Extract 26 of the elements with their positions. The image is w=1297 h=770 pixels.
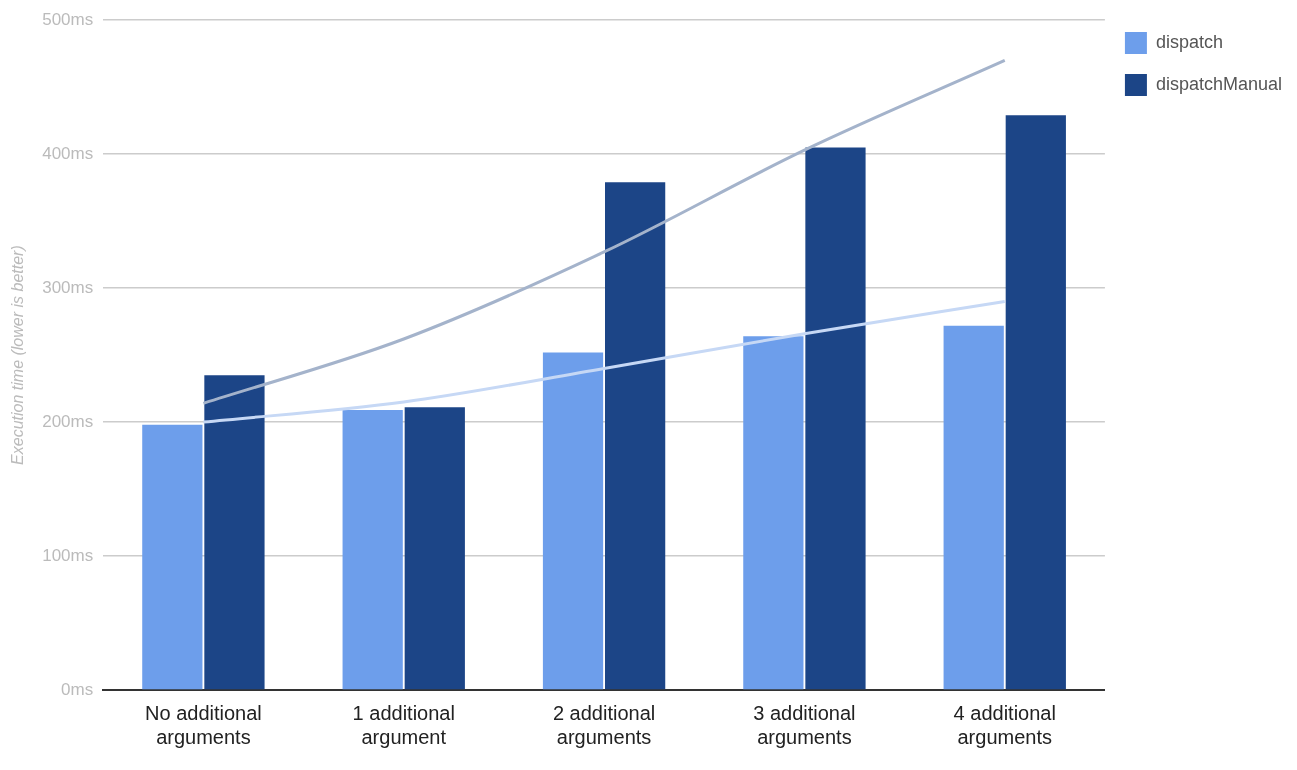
bar	[342, 410, 403, 690]
line-series	[201, 58, 1007, 405]
bar	[142, 424, 203, 690]
y-tick-label: 0ms	[61, 679, 94, 699]
bar	[743, 336, 804, 690]
legend-label: dispatch	[1155, 31, 1223, 52]
bar	[204, 375, 265, 690]
y-tick-label: 500ms	[42, 9, 94, 29]
bar	[805, 147, 866, 690]
x-tick-label: No additional arguments	[145, 701, 262, 748]
y-tick-label: 400ms	[42, 143, 94, 163]
x-tick-label: 1 additional argument	[352, 701, 455, 748]
y-tick-label: 200ms	[42, 411, 94, 431]
bar	[404, 407, 465, 690]
y-axis-title: Execution time (lower is better)	[9, 245, 27, 465]
bar	[542, 352, 604, 690]
bar	[605, 182, 666, 690]
x-tick-label: 3 additional arguments	[753, 701, 856, 748]
x-tick-label: 4 additional arguments	[953, 701, 1056, 748]
x-tick-label: 2 additional arguments	[552, 701, 656, 748]
y-tick-label: 100ms	[42, 545, 94, 565]
y-tick-label: 300ms	[42, 277, 94, 297]
bar	[1005, 115, 1066, 690]
legend-label: dispatchManual	[1155, 73, 1283, 94]
bar	[943, 325, 1004, 690]
line-series	[201, 300, 1007, 424]
